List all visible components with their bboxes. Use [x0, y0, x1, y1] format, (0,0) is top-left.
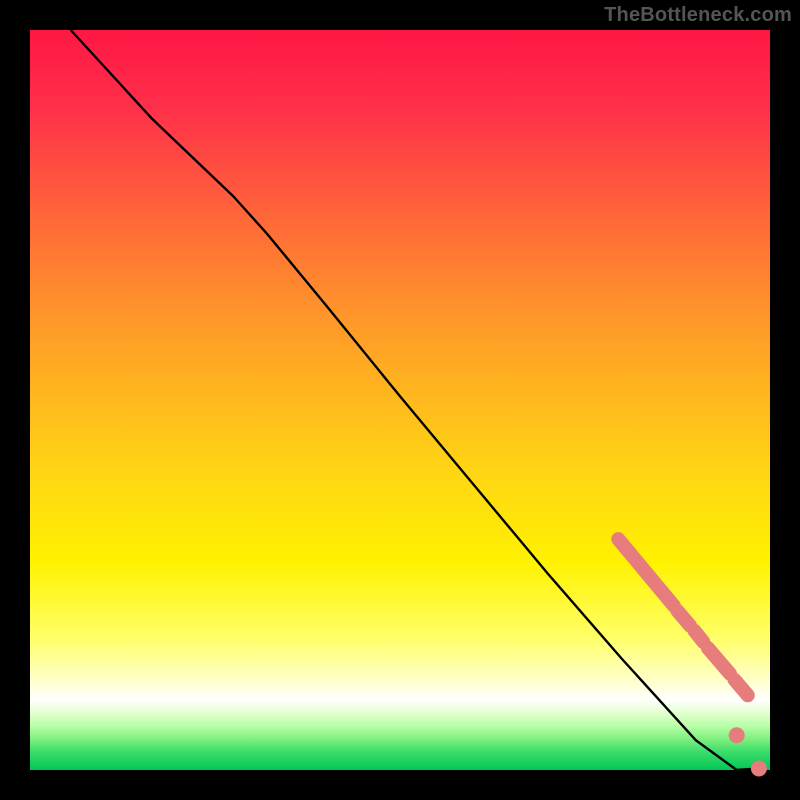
- gradient-chart: [0, 0, 800, 800]
- plot-gradient: [30, 30, 770, 770]
- highlight-segment: [695, 631, 704, 642]
- end-dot: [751, 761, 767, 777]
- watermark-text: TheBottleneck.com: [604, 4, 792, 27]
- highlight-segment: [678, 611, 691, 626]
- chart-container: TheBottleneck.com: [0, 0, 800, 800]
- end-dot: [729, 727, 745, 743]
